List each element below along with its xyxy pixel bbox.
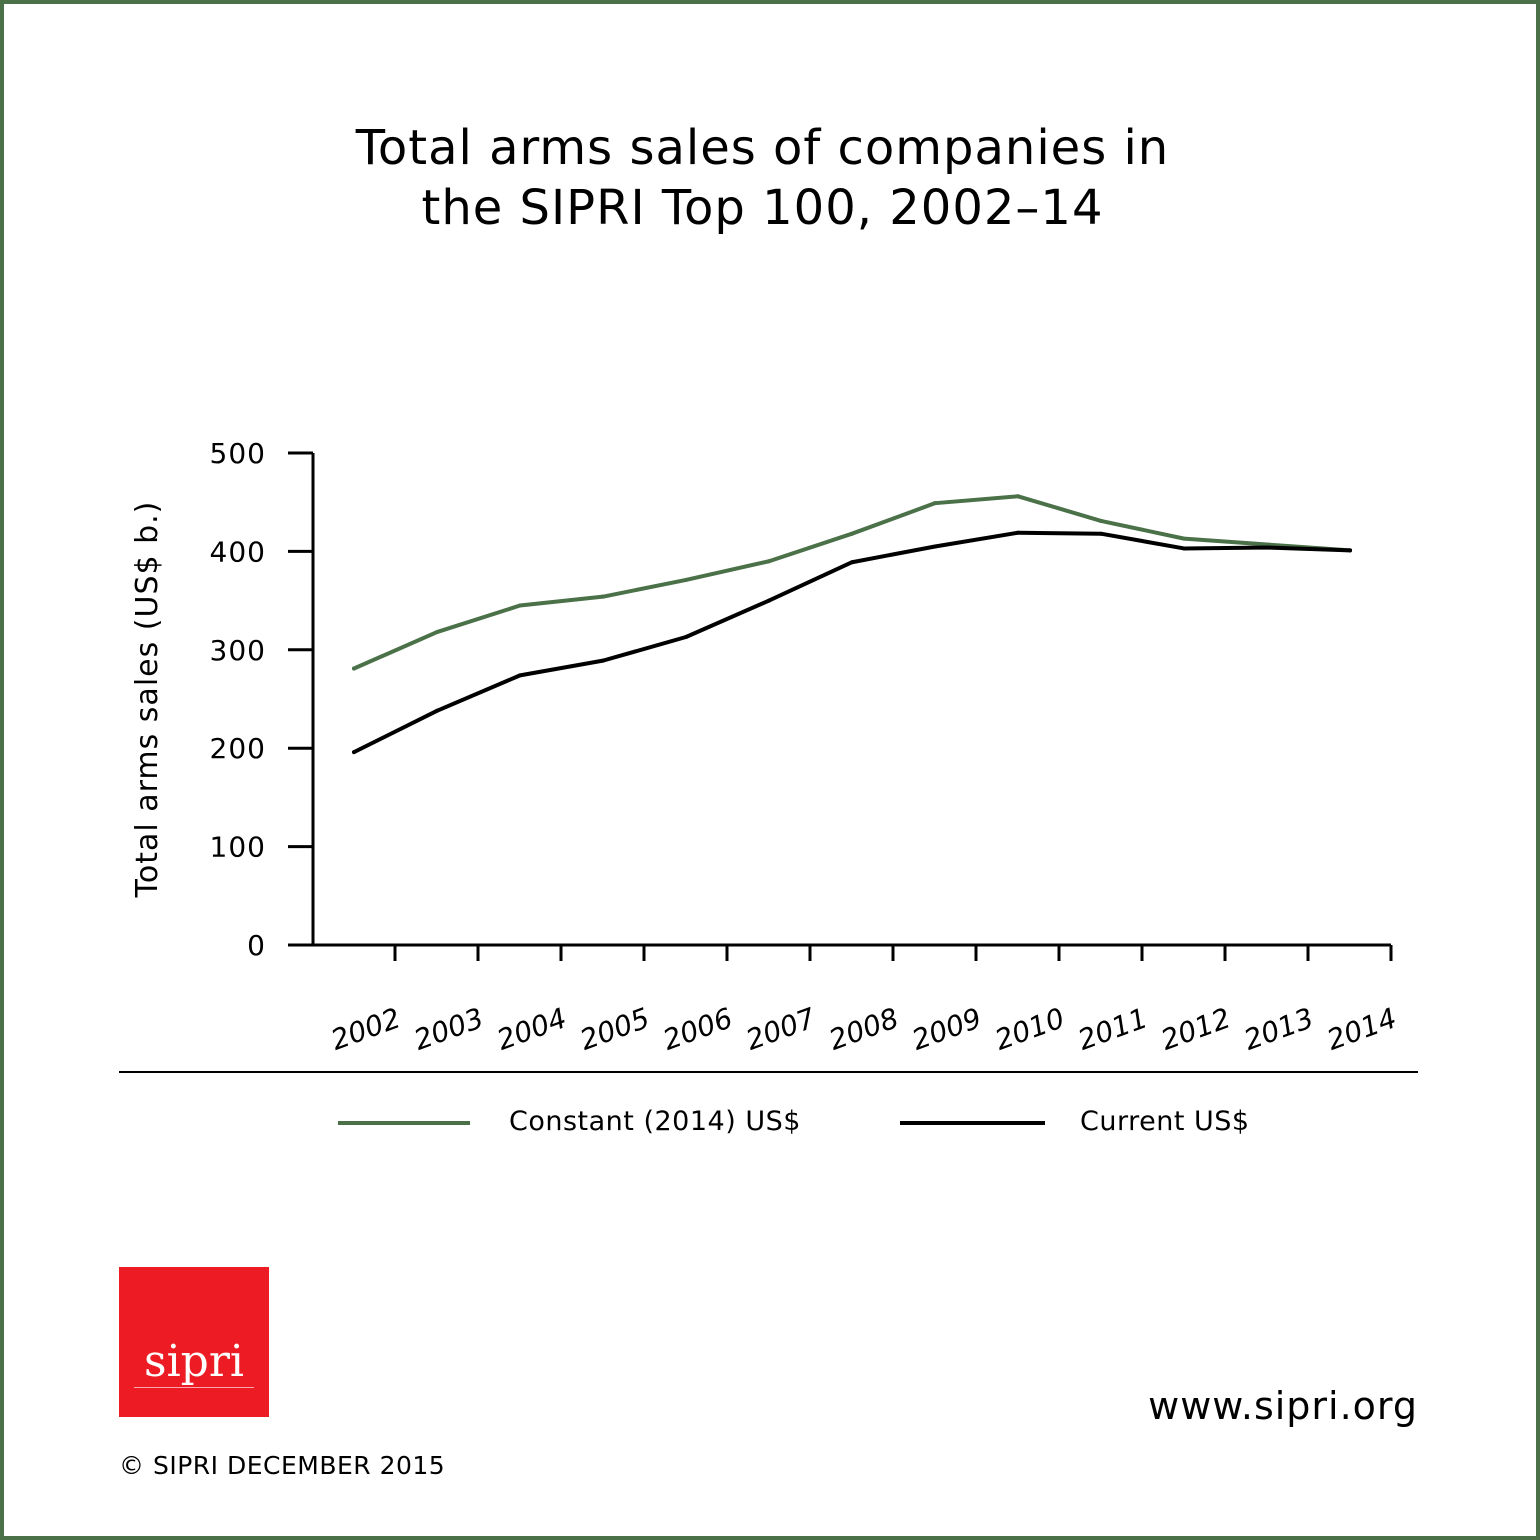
x-tick-label: 2009	[908, 1001, 986, 1056]
data-point-current	[684, 635, 688, 640]
data-point-current	[1099, 531, 1103, 536]
x-tick-label: 2005	[576, 1001, 654, 1056]
data-point-constant	[850, 531, 854, 536]
data-point-current	[767, 598, 771, 603]
x-tick-label: 2010	[991, 1001, 1069, 1056]
series-line-current	[352, 530, 1352, 755]
website-link[interactable]: www.sipri.org	[1148, 1384, 1418, 1428]
x-tick-label: 2008	[825, 1001, 903, 1056]
x-tick-label: 2012	[1157, 1001, 1235, 1056]
y-axis-title: Total arms sales (US$ b.)	[130, 501, 165, 899]
series-line-constant	[352, 494, 1352, 671]
legend-divider	[119, 1071, 1418, 1073]
data-point-current	[601, 658, 605, 663]
x-tick-label: 2004	[493, 1001, 571, 1056]
data-point-current	[933, 544, 937, 549]
sipri-logo-text: sipri	[144, 1336, 244, 1387]
copyright-notice: © SIPRI DECEMBER 2015	[119, 1451, 446, 1480]
y-tick-label: 100	[210, 831, 266, 864]
chart-title-line-1: Total arms sales of companies in	[355, 120, 1170, 176]
data-point-current	[850, 560, 854, 565]
line-chart: 0 100 200 300 400 500 2002 2003 2004 2005 2006 2007…	[130, 437, 1401, 1057]
data-point-constant	[684, 577, 688, 582]
data-point-current	[518, 673, 522, 678]
data-point-constant	[1182, 536, 1186, 541]
sipri-logo-rule	[134, 1387, 254, 1388]
x-tick-label: 2006	[659, 1001, 737, 1056]
x-tick-label: 2003	[410, 1001, 488, 1056]
data-point-constant	[352, 666, 356, 671]
data-point-current	[1182, 546, 1186, 551]
data-point-current	[1016, 530, 1020, 535]
data-point-current	[435, 708, 439, 713]
data-point-current	[352, 750, 356, 755]
data-point-constant	[601, 594, 605, 599]
x-tick-label: 2013	[1240, 1001, 1318, 1056]
data-point-current	[1348, 548, 1352, 553]
data-point-constant	[933, 501, 937, 506]
y-tick-label: 400	[210, 535, 266, 568]
data-point-constant	[518, 603, 522, 608]
x-tick-label: 2002	[327, 1001, 405, 1056]
y-tick-label: 0	[247, 929, 266, 962]
sipri-logo: sipri	[119, 1267, 269, 1417]
data-point-constant	[1099, 518, 1103, 523]
chart-title-line-2: the SIPRI Top 100, 2002–14	[421, 180, 1104, 236]
y-tick-label: 200	[210, 732, 266, 765]
legend-label-constant: Constant (2014) US$	[509, 1106, 801, 1137]
data-point-constant	[435, 630, 439, 635]
legend-label-current: Current US$	[1080, 1106, 1250, 1137]
data-point-constant	[1016, 494, 1020, 499]
legend-swatch-constant	[338, 1121, 470, 1125]
data-point-current	[1265, 545, 1269, 550]
data-point-constant	[767, 559, 771, 564]
x-tick-label: 2014	[1323, 1001, 1401, 1056]
x-tick-label: 2011	[1074, 1001, 1152, 1056]
y-tick-label: 300	[210, 634, 266, 667]
y-tick-label: 500	[210, 437, 266, 470]
legend-swatch-current	[900, 1121, 1045, 1125]
chart-title: Total arms sales of companies in the SIP…	[0, 118, 1525, 238]
x-tick-label: 2007	[742, 1001, 820, 1056]
